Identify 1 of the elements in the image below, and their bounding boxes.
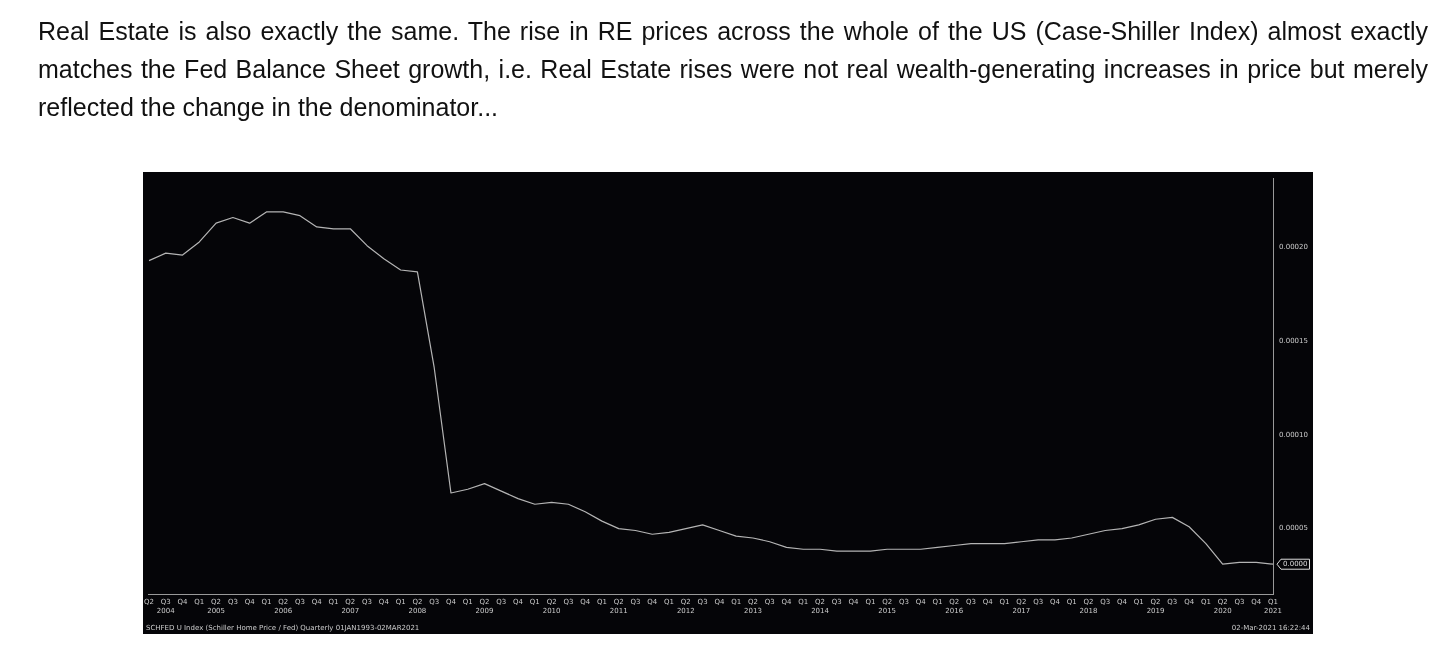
- chart-title: Real Estate is also exactly the same. The rise in RE prices across the whole of the US (Case-Shiller Index) almost exactly matches the Fed Balance Sheet growth, i.e. Real Estate rises were not real wealth-generating increases in price but merely reflected the change in the denominator...: [38, 16, 1428, 123]
